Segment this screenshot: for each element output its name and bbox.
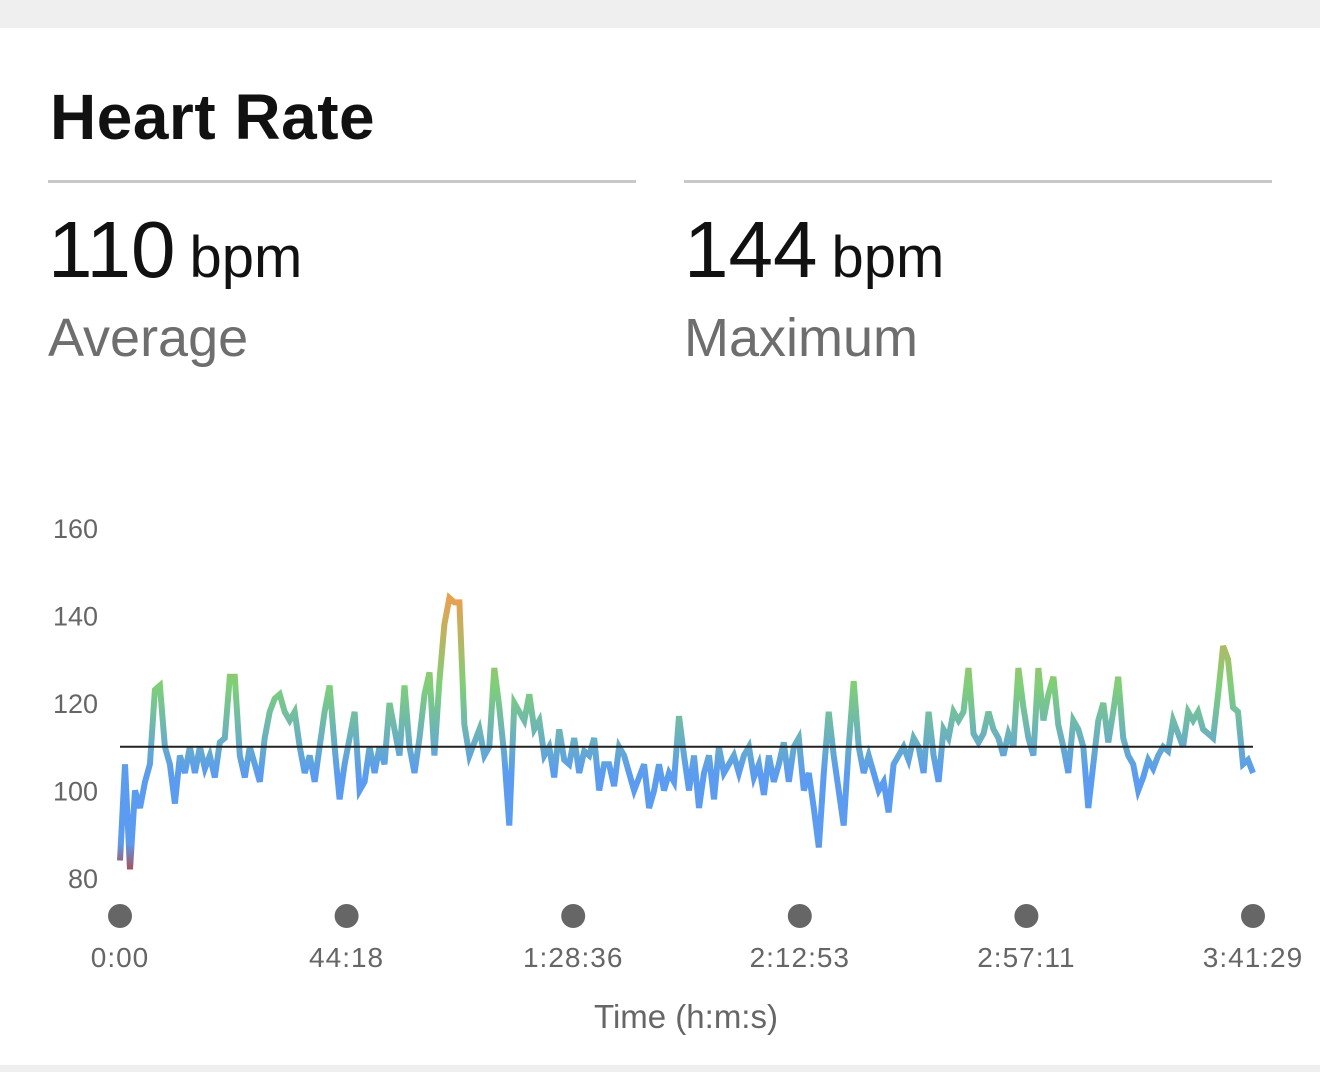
x-tick-label: 3:41:29 — [1203, 942, 1303, 973]
x-tick-marker — [108, 904, 132, 928]
divider — [48, 180, 636, 183]
average-unit: bpm — [189, 225, 303, 290]
y-tick-label: 80 — [68, 864, 98, 894]
maximum-label: Maximum — [684, 308, 919, 368]
x-tick-label: 2:12:53 — [750, 942, 850, 973]
y-tick-label: 160 — [53, 514, 98, 544]
divider — [684, 180, 1272, 183]
heart-rate-line — [117, 592, 1256, 870]
y-tick-label: 120 — [53, 689, 98, 719]
x-tick-marker — [1014, 904, 1039, 928]
maximum-stat: 144 bpm Maximum — [684, 180, 1272, 369]
card-title: Heart Rate — [50, 81, 376, 153]
x-tick-marker — [787, 904, 812, 928]
maximum-value: 144 — [684, 205, 818, 294]
average-stat: 110 bpm Average — [48, 180, 636, 369]
heart-rate-card — [0, 28, 1320, 1065]
x-tick-label: 2:57:11 — [977, 942, 1075, 973]
y-tick-label: 100 — [53, 777, 98, 807]
x-tick-marker — [1241, 904, 1265, 928]
x-tick-marker — [561, 904, 586, 928]
average-label: Average — [48, 308, 249, 368]
x-tick-label: 1:28:36 — [523, 942, 623, 973]
y-tick-label: 140 — [53, 602, 98, 632]
x-tick-marker — [334, 904, 359, 928]
x-axis-label: Time (h:m:s) — [594, 998, 778, 1035]
x-tick-label: 44:18 — [309, 942, 384, 973]
average-value: 110 — [48, 205, 176, 294]
x-tick-label: 0:00 — [91, 942, 150, 973]
maximum-unit: bpm — [831, 225, 945, 290]
